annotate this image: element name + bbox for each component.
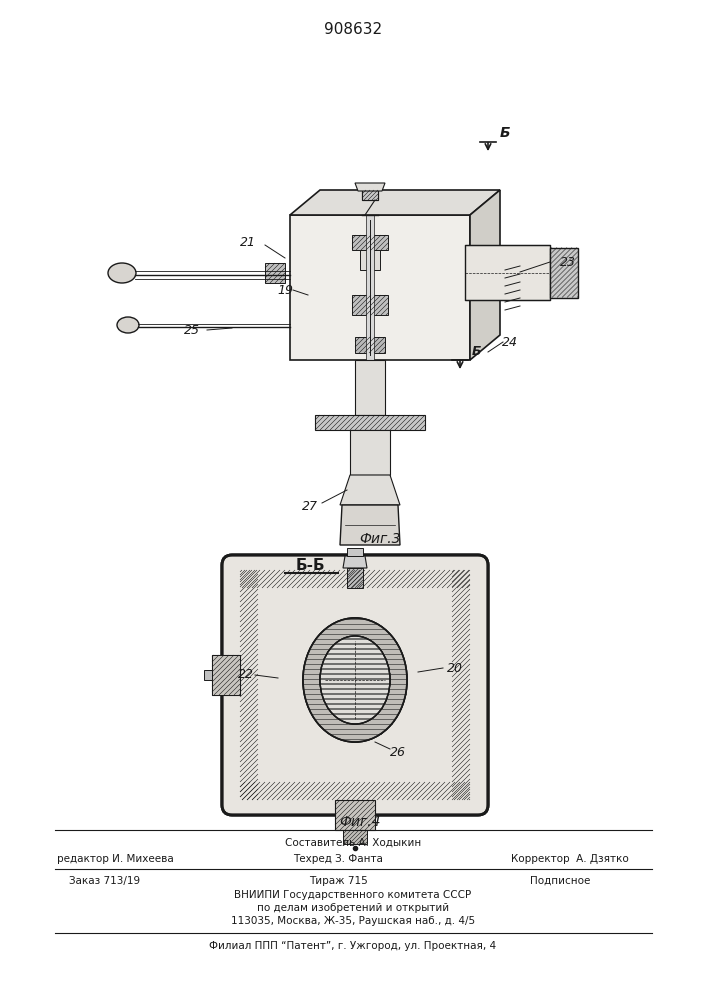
Text: по делам изобретений и открытий: по делам изобретений и открытий [257,903,449,913]
Polygon shape [355,183,385,191]
Bar [212,655,240,695]
Bar [452,570,470,800]
Text: 21: 21 [240,235,256,248]
Bar [240,570,470,588]
Text: Корректор  А. Дзятко: Корректор А. Дзятко [511,854,629,864]
Polygon shape [362,190,378,200]
Text: 25: 25 [184,324,200,336]
Bar [347,568,363,588]
Polygon shape [343,556,367,568]
Text: ВНИИПИ Государственного комитета СССР: ВНИИПИ Государственного комитета СССР [235,890,472,900]
Polygon shape [290,190,500,215]
Bar [355,337,385,353]
Bar [360,250,380,270]
Text: редактор И. Михеева: редактор И. Михеева [57,854,173,864]
Text: Составитель А. Ходыкин: Составитель А. Ходыкин [285,838,421,848]
Text: Б-Б: Б-Б [296,558,325,572]
Polygon shape [290,215,470,360]
Polygon shape [470,190,500,360]
Text: 27: 27 [302,499,318,512]
Text: 23: 23 [560,255,576,268]
Text: 24: 24 [502,336,518,350]
Ellipse shape [320,636,390,724]
Bar [204,670,212,680]
Text: Техред З. Фанта: Техред З. Фанта [293,854,383,864]
Text: 26: 26 [390,746,406,758]
Bar [347,548,363,556]
Ellipse shape [303,618,407,742]
Bar [465,245,550,300]
Bar [352,235,388,250]
Text: 908632: 908632 [324,22,382,37]
Text: Заказ 713/19: Заказ 713/19 [69,876,141,886]
Polygon shape [340,475,400,505]
Bar [315,415,425,430]
Ellipse shape [108,263,136,283]
Bar [550,247,578,298]
Bar [343,830,367,844]
Ellipse shape [303,618,407,742]
Text: 20: 20 [447,662,463,674]
Ellipse shape [117,317,139,333]
Bar [366,215,374,360]
Bar [350,430,390,475]
Text: 22: 22 [238,668,254,682]
Text: Фиг.3: Фиг.3 [359,532,401,546]
Ellipse shape [320,636,390,724]
Bar [362,190,378,200]
Bar [240,570,258,800]
Bar [335,800,375,830]
FancyBboxPatch shape [222,555,488,815]
Text: Подписное: Подписное [530,876,590,886]
Text: Б: Б [472,345,481,358]
Polygon shape [340,505,400,545]
Bar [352,295,388,315]
Text: Б: Б [500,126,510,140]
Text: 19: 19 [277,284,293,296]
Text: Фиг.4: Фиг.4 [339,815,381,829]
Bar [355,360,385,415]
Bar [265,263,285,283]
Bar [212,655,240,695]
Bar [258,588,452,782]
Bar [258,588,452,782]
Bar [240,782,470,800]
Text: Тираж 715: Тираж 715 [309,876,368,886]
Text: Филиал ППП “Патент”, г. Ужгород, ул. Проектная, 4: Филиал ППП “Патент”, г. Ужгород, ул. Про… [209,941,496,951]
Text: 113035, Москва, Ж-35, Раушская наб., д. 4/5: 113035, Москва, Ж-35, Раушская наб., д. … [231,916,475,926]
